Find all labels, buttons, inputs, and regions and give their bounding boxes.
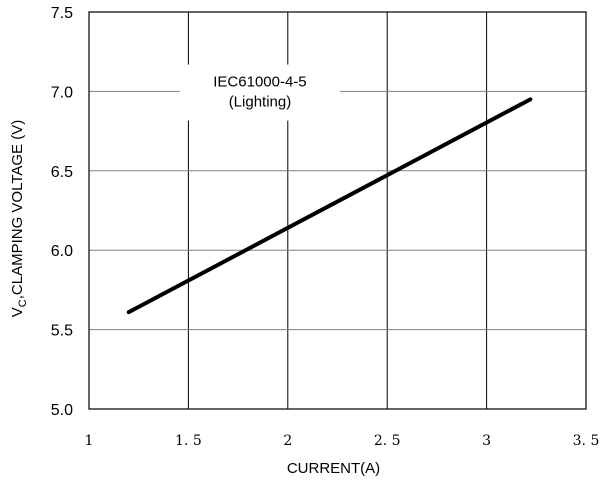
- x-tick-labels: 1 1. 5 2 2. 5 3 3. 5: [85, 433, 600, 449]
- y-tick-label: 7.0: [51, 84, 73, 101]
- x-tick-label: 1: [85, 433, 94, 449]
- series: [126, 97, 533, 315]
- y-axis-label-subscript: C: [17, 299, 29, 307]
- series-line: [126, 97, 533, 315]
- y-tick-label: 6.5: [51, 164, 73, 181]
- y-tick-label: 5.5: [51, 323, 73, 340]
- x-axis-label: CURRENT(A): [287, 460, 380, 477]
- y-tick-labels: 5.0 5.5 6.0 6.5 7.0 7.5: [51, 5, 73, 419]
- x-tick-label: 1. 5: [175, 433, 202, 449]
- y-tick-label: 7.5: [51, 5, 73, 22]
- annotation: IEC61000-4-5 (Lighting): [179, 64, 340, 121]
- x-tick-label: 3: [482, 433, 491, 449]
- y-tick-label: 5.0: [51, 402, 73, 419]
- y-axis-label-rest: ,CLAMPING VOLTAGE (V): [9, 120, 26, 299]
- y-tick-label: 6.0: [51, 243, 73, 260]
- annotation-line: (Lighting): [229, 94, 292, 111]
- y-axis-label-prefix: V: [9, 307, 26, 317]
- x-tick-label: 2. 5: [374, 433, 401, 449]
- annotation-background: [179, 64, 340, 121]
- annotation-line: IEC61000-4-5: [213, 74, 306, 91]
- x-tick-label: 2: [283, 433, 292, 449]
- x-tick-label: 3. 5: [573, 433, 600, 449]
- plot-frame: [88, 11, 587, 410]
- y-axis-label: VC,CLAMPING VOLTAGE (V): [9, 120, 29, 317]
